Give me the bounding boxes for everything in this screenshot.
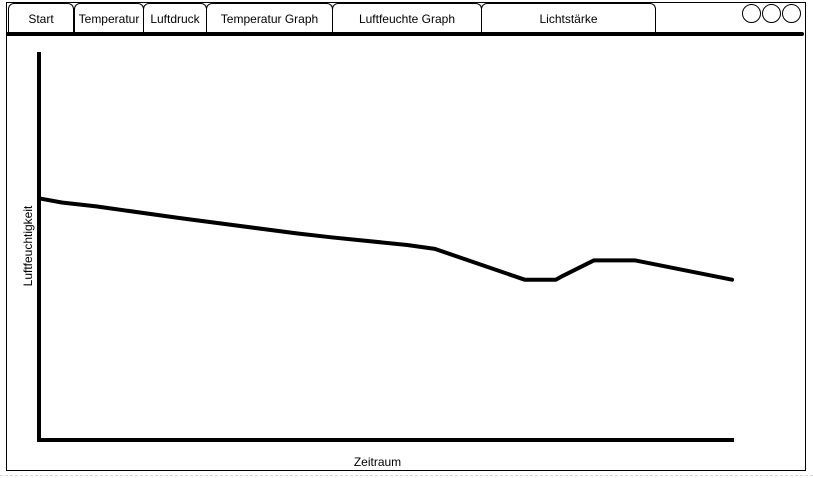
tab-label: Luftfeuchte Graph: [358, 12, 456, 26]
window-control-3-icon[interactable]: [782, 4, 801, 23]
tab-luftdruck[interactable]: Luftdruck: [143, 3, 207, 34]
y-axis-label-text: Luftfeuchtigkeit: [21, 205, 35, 287]
nav-divider: [6, 32, 804, 36]
tab-luftfeuchte-graph[interactable]: Luftfeuchte Graph: [332, 3, 482, 34]
background-divider: [0, 475, 813, 476]
series-line: [39, 196, 734, 282]
tab-temperatur-graph[interactable]: Temperatur Graph: [206, 3, 333, 34]
tab-label: Lichtstärke: [539, 12, 598, 26]
x-axis-label: Zeitraum: [353, 455, 402, 469]
tab-lichtstaerke[interactable]: Lichtstärke: [481, 3, 656, 34]
tab-label: Temperatur: [78, 12, 140, 26]
tab-start[interactable]: Start: [8, 3, 74, 34]
tab-label: Temperatur Graph: [220, 12, 319, 26]
window-control-1-icon[interactable]: [742, 4, 761, 23]
window-control-2-icon[interactable]: [762, 4, 781, 23]
tab-label: Start: [28, 12, 54, 26]
tab-label: Luftdruck: [150, 12, 200, 26]
app-window: [6, 2, 806, 471]
